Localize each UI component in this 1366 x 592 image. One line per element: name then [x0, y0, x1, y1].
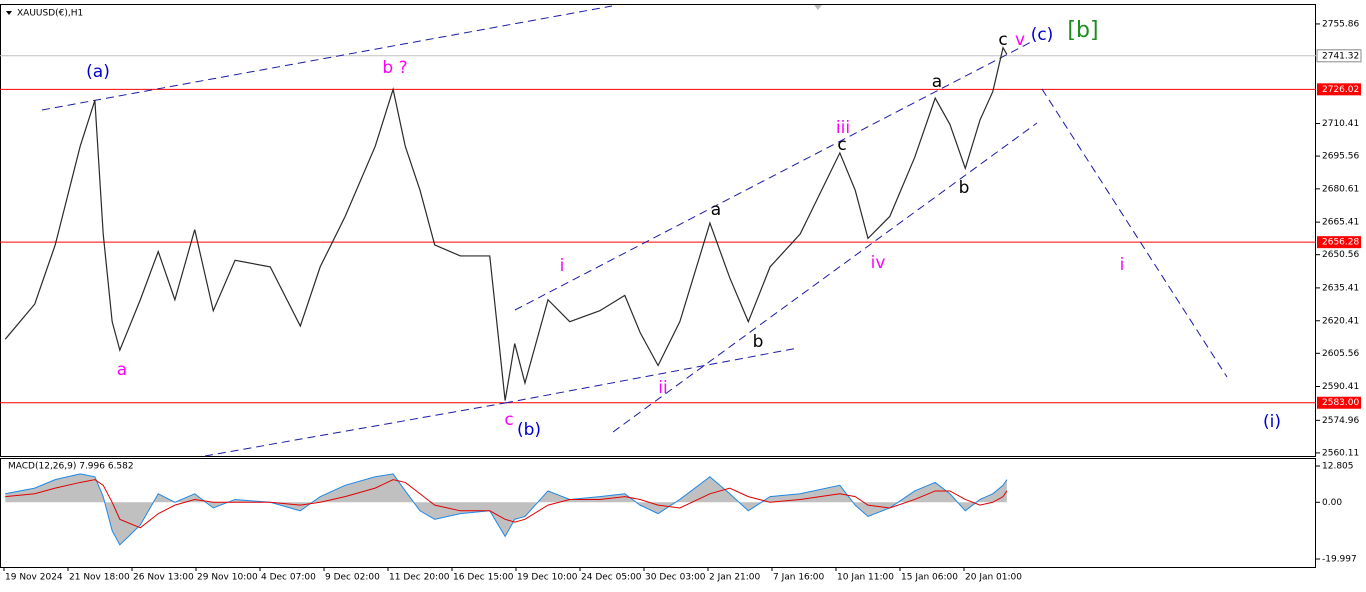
trend-line: [514, 39, 1036, 311]
shift-marker: [814, 5, 822, 10]
x-tick-label: 26 Nov 13:00: [133, 573, 194, 583]
wave-label: a: [932, 72, 942, 92]
wave-label: b: [753, 332, 764, 352]
y-tick-label: 0.00: [1322, 498, 1342, 508]
level-label: 2656.28: [1322, 238, 1359, 248]
x-tick-label: 21 Nov 18:00: [69, 573, 130, 583]
price-line: [4, 46, 1008, 401]
wave-label: (b): [517, 420, 541, 440]
y-tick-label: 2755.86: [1322, 19, 1359, 29]
wave-label: c: [504, 410, 513, 430]
x-tick-label: 4 Dec 07:00: [261, 573, 316, 583]
x-tick-label: 19 Dec 10:00: [517, 573, 578, 583]
trend-line: [1041, 88, 1228, 378]
trend-line: [41, 5, 613, 111]
wave-label: a: [711, 200, 721, 220]
wave-label: (a): [86, 62, 110, 82]
indicator-title: MACD(12,26,9) 7.996 6.582: [8, 462, 134, 472]
trend-line: [504, 347, 799, 404]
y-tick-label: -19.997: [1322, 554, 1357, 564]
menu-triangle: [6, 11, 12, 15]
wave-label: iii: [836, 118, 850, 138]
x-tick-label: 24 Dec 05:00: [581, 573, 642, 583]
level-label-box: [1317, 236, 1361, 249]
level-label: 2726.02: [1322, 85, 1359, 95]
x-tick-label: 29 Nov 10:00: [197, 573, 258, 583]
wave-label: [b]: [1067, 18, 1098, 43]
y-tick-label: 2574.96: [1322, 416, 1359, 426]
y-tick-label: 2620.41: [1322, 316, 1359, 326]
x-tick-label: 2 Jan 21:00: [709, 573, 761, 583]
wave-label: c: [998, 30, 1007, 50]
x-tick-label: 10 Jan 11:00: [837, 573, 894, 583]
wave-label: i: [560, 256, 565, 276]
y-tick-label: 2605.56: [1322, 349, 1359, 359]
wave-label: (c): [1031, 25, 1054, 45]
x-tick-label: 19 Nov 2024: [5, 573, 63, 583]
wave-label: b ?: [382, 58, 407, 78]
wave-label: i: [1120, 255, 1125, 275]
level-label: 2583.00: [1322, 398, 1359, 408]
wave-label: b: [959, 178, 970, 198]
x-tick-label: 30 Dec 03:00: [645, 573, 706, 583]
y-tick-label: 2695.56: [1322, 152, 1359, 162]
x-tick-label: 9 Dec 02:00: [325, 573, 380, 583]
signal-line: [5, 479, 1008, 529]
chart-title: XAUUSD(€),H1: [17, 9, 83, 19]
last-price-label: 2741.32: [1322, 51, 1359, 61]
wave-label: iv: [871, 253, 886, 273]
level-label-box: [1317, 396, 1361, 409]
x-tick-label: 11 Dec 20:00: [389, 573, 450, 583]
y-tick-label: 2590.41: [1322, 382, 1359, 392]
macd-histogram: [5, 473, 1007, 545]
wave-label: c: [837, 135, 846, 155]
level-label-box: [1317, 83, 1361, 96]
y-tick-label: 2650.56: [1322, 250, 1359, 260]
y-tick-label: 12.805: [1322, 461, 1354, 471]
y-tick-label: 2560.11: [1322, 448, 1359, 458]
last-price-box: [1316, 49, 1362, 63]
x-tick-label: 20 Jan 01:00: [965, 573, 1022, 583]
wave-label: a: [117, 360, 127, 380]
y-tick-label: 2710.41: [1322, 119, 1359, 129]
wave-label: ii: [658, 378, 667, 398]
x-tick-label: 15 Jan 06:00: [901, 573, 958, 583]
wave-label: v: [1015, 30, 1025, 50]
y-tick-label: 2635.41: [1322, 283, 1359, 293]
y-tick-label: 2680.61: [1322, 184, 1359, 194]
trend-line: [612, 122, 1038, 433]
trend-line: [204, 402, 506, 457]
y-tick-label: 2665.41: [1322, 218, 1359, 228]
main-panel: [0, 4, 1316, 457]
x-tick-label: 16 Dec 15:00: [453, 573, 514, 583]
wave-label: (i): [1263, 412, 1281, 432]
x-tick-label: 7 Jan 16:00: [773, 573, 825, 583]
macd-line: [5, 473, 1008, 546]
